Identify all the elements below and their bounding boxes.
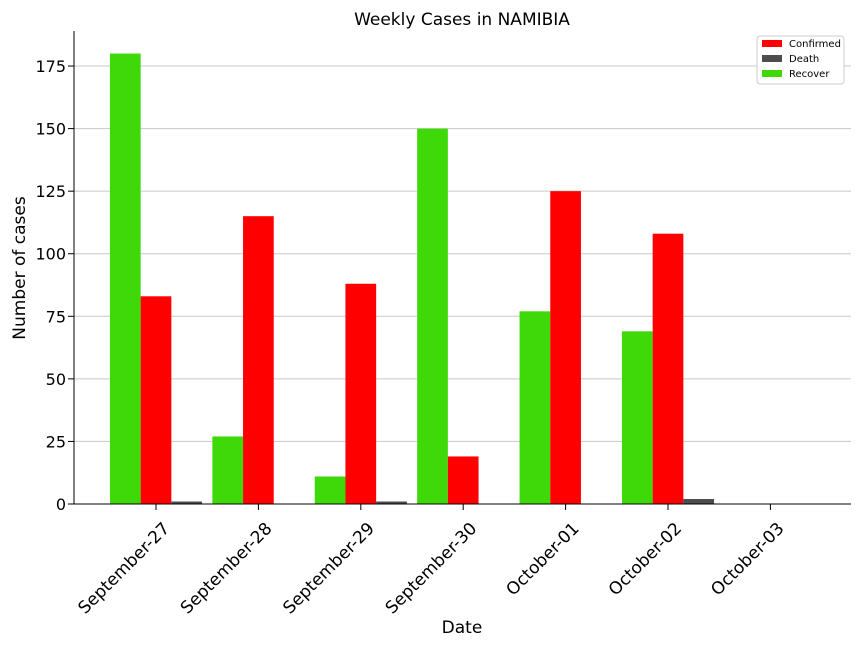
x-tick-label: October-01 <box>503 519 584 600</box>
bar-recover-september-27 <box>109 53 141 505</box>
legend-label-death: Death <box>789 54 819 65</box>
y-tick-label: 100 <box>35 245 66 264</box>
x-tick-label: October-03 <box>707 519 788 600</box>
x-tick-label: September-29 <box>279 519 378 618</box>
x-tick-label: October-02 <box>605 519 686 600</box>
y-axis-ticks: 0 25 50 75 100 125 150 175 <box>35 57 74 514</box>
x-axis-label: Date <box>442 618 483 638</box>
axes <box>73 31 851 505</box>
bar-recover-october-02 <box>621 331 653 504</box>
bar-confirmed-october-02 <box>652 233 684 504</box>
bar-death-september-27 <box>171 501 203 504</box>
chart-title: Weekly Cases in NAMIBIA <box>354 10 570 30</box>
bar-confirmed-september-29 <box>345 283 377 504</box>
legend-swatch-death <box>762 55 782 62</box>
legend: Confirmed Death Recover <box>756 35 845 85</box>
bar-confirmed-september-30 <box>447 456 479 504</box>
bar-death-october-02 <box>683 498 715 504</box>
legend-label-recover: Recover <box>789 69 830 80</box>
bar-recover-september-30 <box>417 128 448 504</box>
bar-recover-september-28 <box>212 436 244 504</box>
bar-confirmed-september-27 <box>140 296 172 504</box>
legend-swatch-recover <box>762 70 782 77</box>
y-axis-label: Number of cases <box>10 196 30 340</box>
y-tick-label: 75 <box>46 307 66 326</box>
legend-swatch-confirmed <box>762 40 782 47</box>
bar-death-september-29 <box>376 501 407 504</box>
y-tick-label: 150 <box>35 120 66 139</box>
grid-lines <box>74 65 851 505</box>
bar-confirmed-october-01 <box>550 191 581 504</box>
x-tick-label: September-30 <box>382 519 481 618</box>
x-tick-label: September-28 <box>177 519 276 618</box>
legend-label-confirmed: Confirmed <box>789 39 841 50</box>
x-axis-ticks: September-27 September-28 September-29 Sept… <box>75 504 788 618</box>
y-tick-label: 0 <box>56 495 66 514</box>
y-tick-label: 125 <box>35 182 66 201</box>
bars <box>109 53 715 505</box>
y-tick-label: 25 <box>46 432 66 451</box>
y-tick-label: 50 <box>46 370 66 389</box>
x-tick-label: September-27 <box>75 519 174 618</box>
bar-confirmed-september-28 <box>243 216 274 504</box>
bar-recover-september-29 <box>314 476 346 504</box>
bar-recover-october-01 <box>519 311 551 504</box>
y-tick-label: 175 <box>35 57 66 76</box>
